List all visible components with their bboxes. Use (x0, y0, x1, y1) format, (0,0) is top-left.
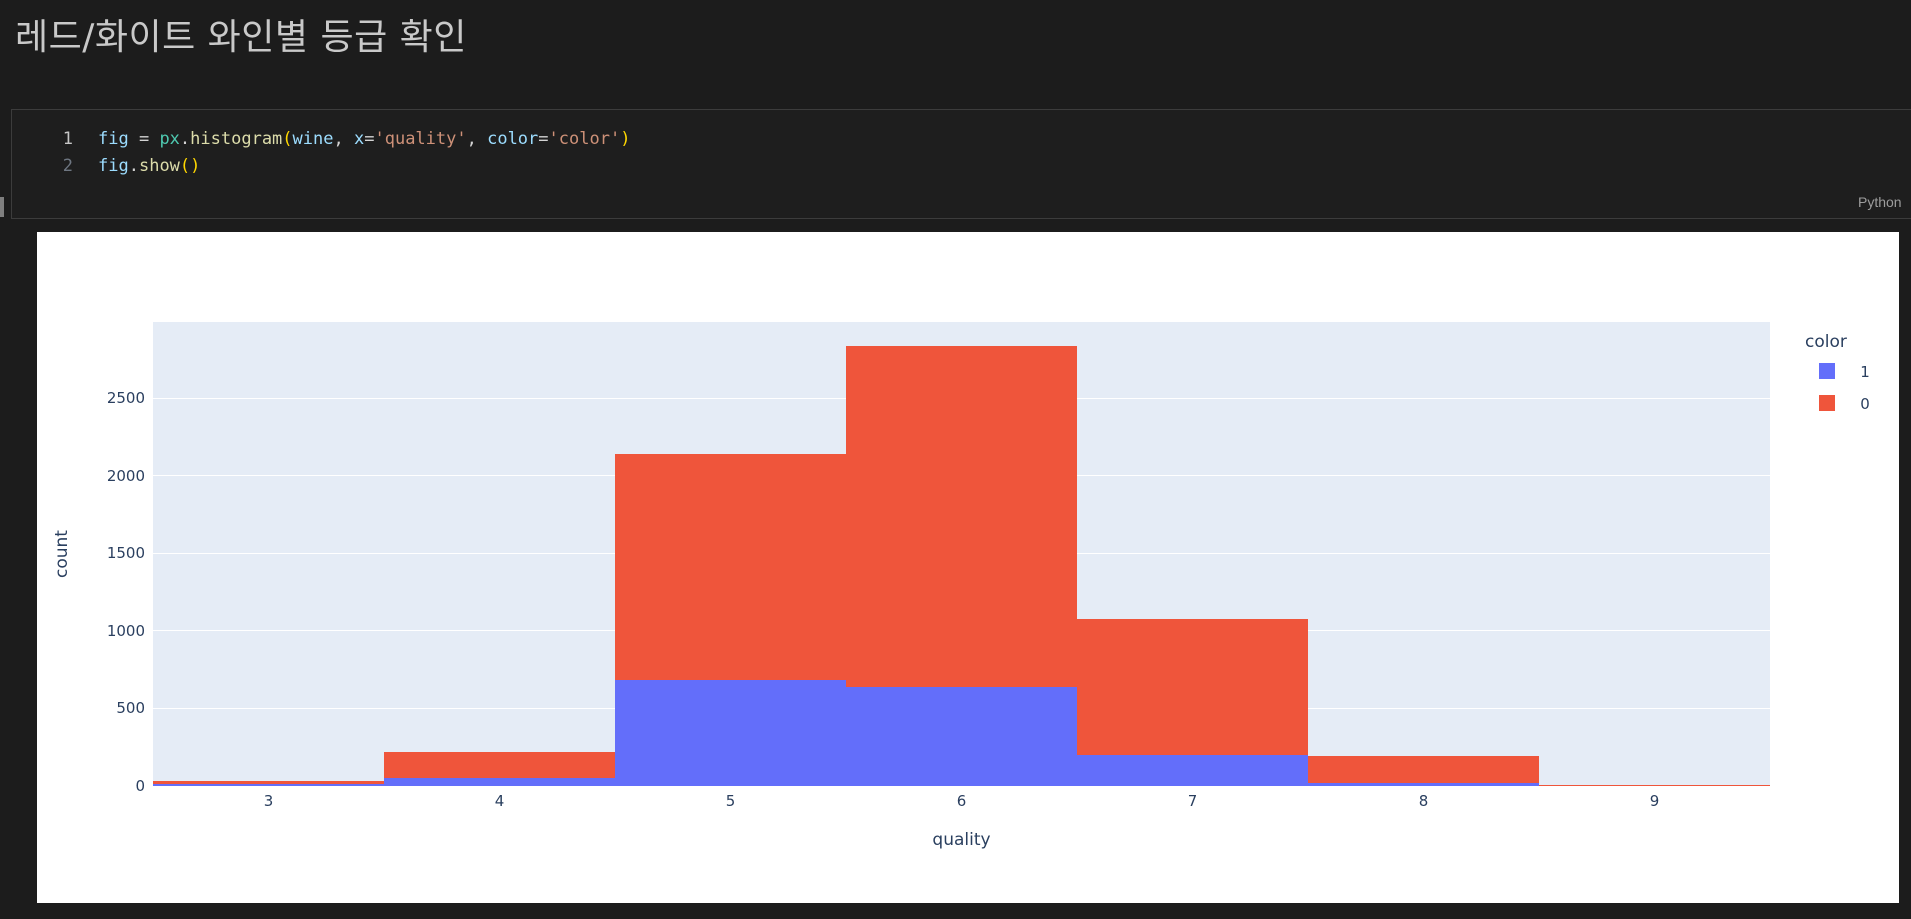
line-number: 1 (62, 129, 73, 149)
token-string: 'color' (548, 129, 621, 149)
x-tick-label: 4 (494, 792, 505, 810)
y-tick-label: 2500 (106, 389, 145, 408)
legend-label-0[interactable]: 0 (1860, 395, 1870, 413)
token-var: color (487, 129, 539, 149)
code-editor[interactable]: 1 fig = px.histogram(wine, x='quality', c… (12, 126, 631, 180)
x-axis-title: quality (932, 830, 991, 850)
plotly-output-card: 0 500 1000 1500 2000 2500 3 4 5 6 7 8 9 count quality c… (37, 232, 1899, 903)
bar-quality-9-series-0[interactable] (1539, 784, 1770, 786)
token-var: fig (98, 156, 129, 176)
code-line[interactable]: 1 fig = px.histogram(wine, x='quality', c… (12, 126, 631, 153)
token-func: show (138, 156, 180, 176)
y-tick-label: 2000 (106, 466, 145, 485)
token-func: histogram (190, 129, 283, 149)
token-punct: , (333, 129, 354, 149)
x-tick-label: 5 (725, 792, 736, 810)
token-bracket: ( (179, 156, 191, 176)
token-var: wine (292, 129, 334, 149)
legend-label-1[interactable]: 1 (1860, 363, 1870, 381)
token-punct: . (128, 156, 139, 176)
bar-quality-8-series-0[interactable] (1308, 756, 1539, 784)
cell-focus-indicator (0, 197, 4, 217)
token-punct: . (179, 129, 191, 149)
code-text[interactable]: fig = px.histogram(wine, x='quality', co… (98, 126, 630, 153)
bar-quality-3-series-1[interactable] (153, 784, 384, 786)
x-tick-label: 7 (1187, 792, 1198, 810)
bar-quality-7-series-1[interactable] (1077, 755, 1308, 786)
code-line[interactable]: 2 fig.show() (12, 153, 630, 180)
x-tick-label: 9 (1649, 792, 1660, 810)
y-tick-label: 500 (116, 699, 145, 718)
token-bracket: ) (620, 129, 631, 149)
legend-swatch-0[interactable] (1819, 395, 1835, 411)
token-module: px (159, 129, 180, 149)
x-tick-label: 3 (263, 792, 274, 810)
y-tick-label: 1500 (106, 544, 145, 563)
markdown-cell-title: 레드/화이트 와인별 등급 확인 (15, 17, 467, 58)
bar-quality-4-series-1[interactable] (384, 777, 615, 786)
bar-quality-3-series-0[interactable] (153, 781, 384, 785)
code-cell[interactable]: 1 fig = px.histogram(wine, x='quality', c… (11, 109, 1911, 219)
y-axis-title: count (52, 530, 72, 578)
token-string: 'quality' (374, 129, 467, 149)
y-tick-label: 0 (135, 777, 145, 795)
kernel-language-label[interactable]: Python (1858, 194, 1902, 210)
histogram-chart[interactable]: 0 500 1000 1500 2000 2500 3 4 5 6 7 8 9 count quality c… (37, 232, 1899, 903)
code-text[interactable]: fig.show() (98, 153, 200, 180)
bar-quality-6-series-1[interactable] (846, 686, 1077, 786)
bar-quality-5-series-0[interactable] (615, 454, 846, 681)
token-var: x (353, 129, 365, 149)
x-tick-label: 6 (956, 792, 967, 810)
token-punct: , (466, 129, 488, 149)
line-number: 2 (62, 156, 73, 176)
token-punct: = (538, 129, 549, 149)
bar-quality-8-series-1[interactable] (1308, 783, 1539, 786)
token-bracket: ( (282, 129, 293, 149)
y-tick-label: 1000 (106, 621, 145, 640)
bar-quality-7-series-0[interactable] (1077, 618, 1308, 756)
token-var: fig (98, 129, 129, 149)
bar-quality-5-series-1[interactable] (615, 680, 846, 786)
legend-title: color (1805, 332, 1847, 352)
token-bracket: ) (190, 156, 201, 176)
x-tick-label: 8 (1418, 792, 1429, 810)
bar-quality-6-series-0[interactable] (846, 345, 1077, 687)
token-punct: = (128, 129, 160, 149)
legend-swatch-1[interactable] (1819, 363, 1835, 379)
bar-quality-4-series-0[interactable] (384, 752, 615, 778)
token-punct: = (364, 129, 375, 149)
